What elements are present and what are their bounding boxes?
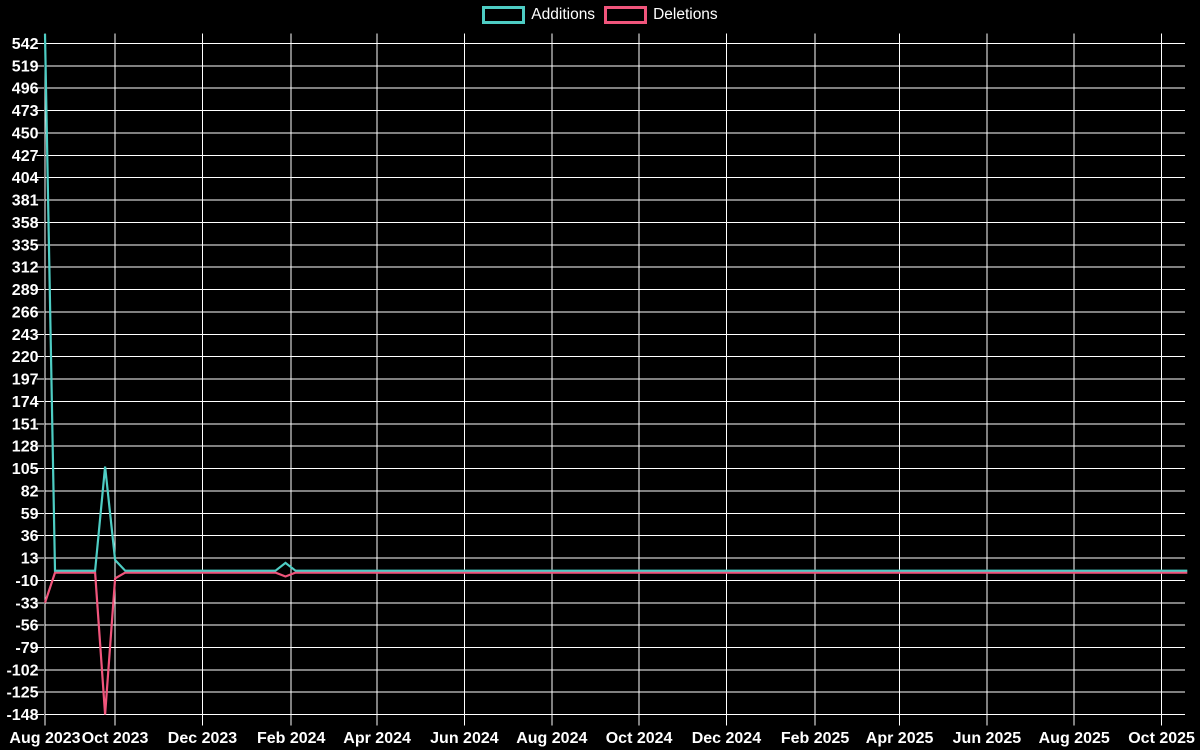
y-tick-label: 266: [12, 304, 39, 321]
y-tick-label: 289: [12, 282, 39, 299]
y-tick-label: -125: [6, 685, 38, 702]
additions-line[interactable]: [43, 33, 1188, 572]
y-tick-label: 13: [21, 551, 39, 568]
y-tick-label: 312: [12, 260, 39, 277]
y-tick-label: 105: [12, 461, 39, 478]
legend-item-additions[interactable]: Additions: [482, 6, 595, 24]
x-tick-label: Dec 2023: [168, 730, 237, 747]
deletions-swatch-icon: [604, 6, 648, 24]
deletions-line[interactable]: [43, 571, 1188, 715]
y-tick-label: 404: [12, 170, 39, 187]
y-tick-label: -102: [6, 662, 38, 679]
y-tick-label: 358: [12, 215, 39, 232]
y-tick-label: -79: [15, 640, 38, 657]
y-tick-label: -148: [6, 707, 38, 724]
y-tick-label: -33: [15, 595, 38, 612]
x-tick-label: Dec 2024: [692, 730, 761, 747]
x-tick-label: Aug 2023: [9, 730, 80, 747]
x-tick-label: Feb 2025: [781, 730, 850, 747]
y-tick-label: 197: [12, 372, 39, 389]
x-tick-label: Aug 2025: [1039, 730, 1110, 747]
additions-legend-label: Additions: [531, 6, 596, 23]
y-tick-label: 128: [12, 439, 39, 456]
y-tick-label: -10: [15, 573, 38, 590]
y-tick-label: 427: [12, 148, 39, 165]
x-tick-label: Apr 2025: [866, 730, 934, 747]
y-tick-label: 174: [12, 394, 39, 411]
y-tick-label: 542: [12, 36, 39, 53]
y-tick-label: 220: [12, 349, 39, 366]
additions-swatch-icon: [482, 6, 526, 24]
chart-legend: Additions Deletions: [0, 6, 1200, 24]
y-tick-label: 335: [12, 237, 39, 254]
y-tick-label: 82: [21, 483, 39, 500]
y-tick-label: 496: [12, 81, 39, 98]
x-tick-label: Feb 2024: [257, 730, 326, 747]
deletions-legend-label: Deletions: [653, 6, 718, 23]
y-tick-label: 381: [12, 193, 39, 210]
x-tick-label: Jun 2024: [430, 730, 499, 747]
legend-item-deletions[interactable]: Deletions: [604, 6, 718, 24]
y-tick-label: 519: [12, 58, 39, 75]
x-tick-label: Aug 2024: [516, 730, 587, 747]
y-tick-label: 59: [21, 506, 39, 523]
x-tick-label: Oct 2023: [82, 730, 149, 747]
x-tick-label: Jun 2025: [953, 730, 1022, 747]
y-tick-label: 36: [21, 528, 39, 545]
y-tick-label: 151: [12, 416, 39, 433]
x-tick-label: Oct 2024: [606, 730, 673, 747]
y-tick-label: 450: [12, 126, 39, 143]
y-tick-label: 473: [12, 103, 39, 120]
x-tick-label: Apr 2024: [343, 730, 411, 747]
x-tick-label: Oct 2025: [1128, 730, 1195, 747]
y-tick-label: 243: [12, 327, 39, 344]
y-tick-label: -56: [15, 618, 38, 635]
